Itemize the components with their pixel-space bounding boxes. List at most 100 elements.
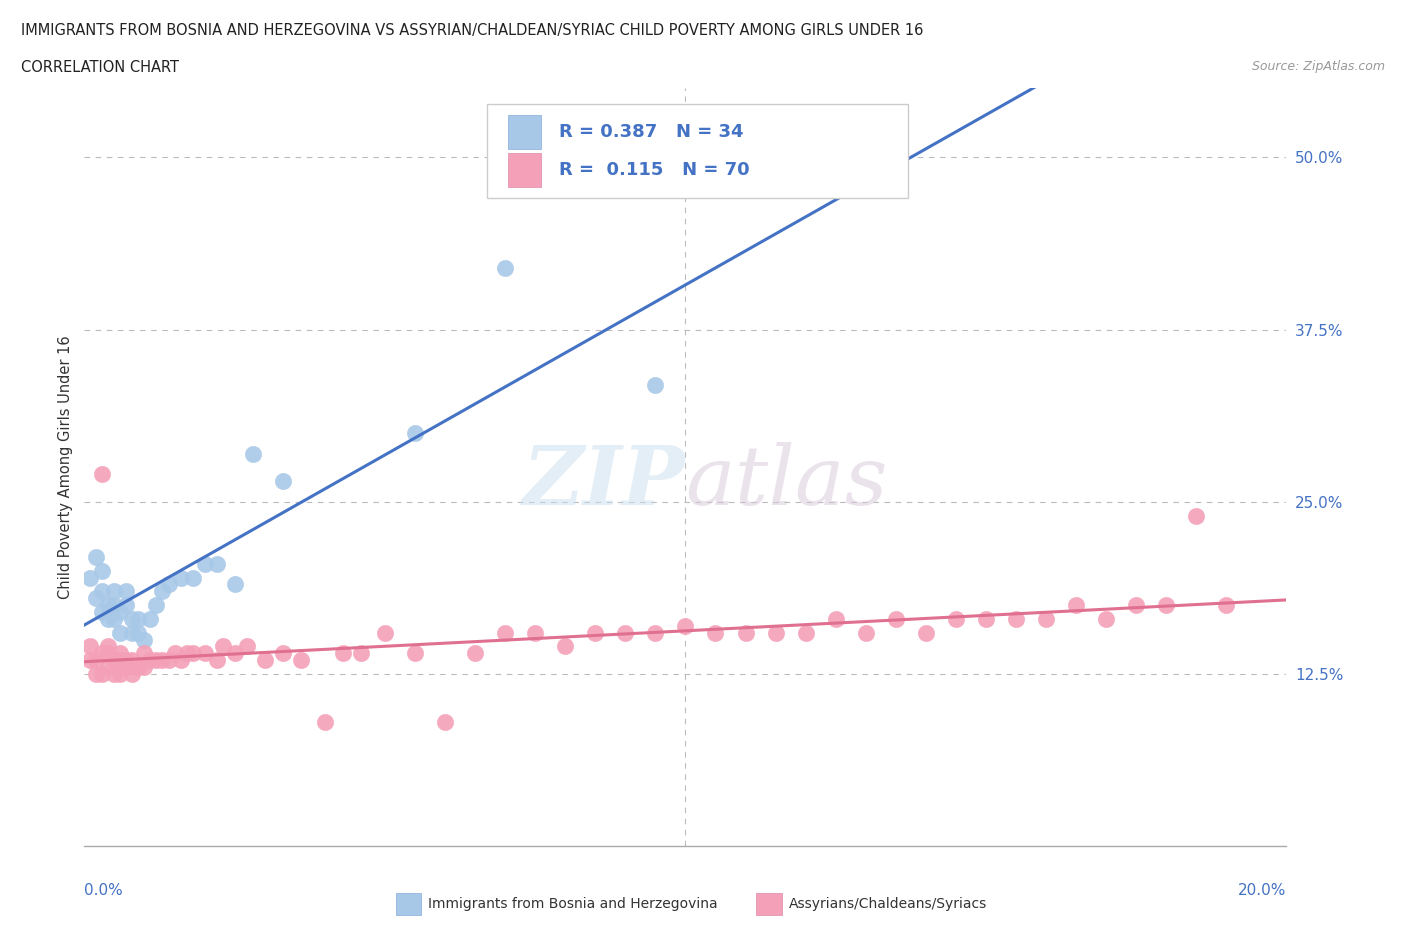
Point [91, 646, 114, 661]
Point [314, 715, 336, 730]
Point [176, 646, 198, 661]
Point [675, 618, 697, 633]
Point [494, 260, 516, 275]
Point [86, 550, 108, 565]
Point [86, 591, 108, 605]
Point [91, 584, 114, 599]
Point [224, 646, 246, 661]
Text: CORRELATION CHART: CORRELATION CHART [21, 60, 179, 75]
Point [134, 659, 156, 674]
Point [97, 612, 120, 627]
Point [134, 632, 156, 647]
Bar [508, 115, 541, 149]
Point [97, 659, 120, 674]
Point [332, 646, 354, 661]
Point [157, 653, 180, 668]
Point [115, 659, 138, 674]
Point [1095, 612, 1118, 627]
Point [121, 667, 143, 682]
Point [1215, 598, 1237, 613]
Text: Immigrants from Bosnia and Herzegovina: Immigrants from Bosnia and Herzegovina [427, 897, 717, 911]
Point [139, 653, 162, 668]
Point [169, 653, 191, 668]
Y-axis label: Child Poverty Among Girls Under 16: Child Poverty Among Girls Under 16 [58, 336, 73, 599]
Point [824, 612, 846, 627]
Point [242, 446, 264, 461]
Point [224, 577, 246, 591]
Point [145, 653, 167, 668]
Point [91, 667, 114, 682]
Text: ZIP: ZIP [523, 443, 686, 523]
Point [350, 646, 373, 661]
Point [765, 625, 787, 640]
Point [1125, 598, 1147, 613]
Point [110, 667, 132, 682]
Point [110, 653, 132, 668]
Point [145, 598, 167, 613]
Point [1156, 598, 1178, 613]
Text: R =  0.115   N = 70: R = 0.115 N = 70 [560, 161, 749, 179]
Point [115, 653, 138, 668]
Text: Source: ZipAtlas.com: Source: ZipAtlas.com [1251, 60, 1385, 73]
FancyBboxPatch shape [486, 103, 908, 198]
Point [855, 625, 877, 640]
Point [110, 625, 132, 640]
Point [290, 653, 312, 668]
Point [127, 612, 149, 627]
Point [374, 625, 396, 640]
Point [884, 612, 907, 627]
Point [152, 653, 174, 668]
Bar [508, 153, 541, 187]
Text: R = 0.387   N = 34: R = 0.387 N = 34 [560, 123, 744, 140]
Point [945, 612, 967, 627]
Point [271, 646, 294, 661]
Point [97, 639, 120, 654]
Point [1005, 612, 1028, 627]
Text: Assyrians/Chaldeans/Syriacs: Assyrians/Chaldeans/Syriacs [789, 897, 987, 911]
Point [271, 473, 294, 488]
Point [583, 625, 606, 640]
Point [121, 625, 143, 640]
Point [91, 467, 114, 482]
Point [194, 646, 217, 661]
Point [704, 625, 727, 640]
Point [86, 667, 108, 682]
Point [404, 425, 426, 440]
Point [103, 584, 125, 599]
Point [253, 653, 276, 668]
Point [97, 646, 120, 661]
Point [794, 625, 817, 640]
Point [110, 604, 132, 619]
Point [614, 625, 637, 640]
Point [134, 646, 156, 661]
Text: 20.0%: 20.0% [1239, 883, 1286, 897]
Point [1064, 598, 1087, 613]
Point [121, 653, 143, 668]
Point [115, 598, 138, 613]
Point [434, 715, 457, 730]
Point [494, 625, 516, 640]
Point [91, 604, 114, 619]
Point [235, 639, 257, 654]
Point [79, 653, 101, 668]
Point [103, 612, 125, 627]
Point [211, 639, 233, 654]
Point [554, 639, 576, 654]
Point [181, 646, 204, 661]
Point [404, 646, 426, 661]
Text: atlas: atlas [686, 443, 887, 523]
Point [1185, 508, 1208, 523]
Point [205, 556, 228, 571]
Point [86, 653, 108, 668]
Point [79, 570, 101, 585]
Point [127, 659, 149, 674]
Point [644, 378, 666, 392]
Point [644, 625, 666, 640]
Point [91, 564, 114, 578]
Point [974, 612, 997, 627]
Point [169, 570, 191, 585]
Point [103, 598, 125, 613]
Point [127, 625, 149, 640]
Point [157, 577, 180, 591]
Point [163, 646, 186, 661]
